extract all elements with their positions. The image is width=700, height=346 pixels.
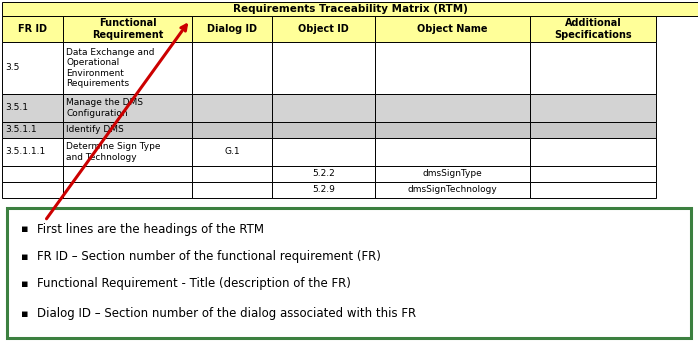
Bar (530, 94, 656, 122)
Text: Manage the DMS
Configuration: Manage the DMS Configuration (66, 98, 144, 118)
Bar (63, 42, 192, 94)
Bar (272, 138, 375, 166)
Text: dmsSignType: dmsSignType (422, 170, 482, 179)
Bar (530, 16, 656, 42)
Text: FR ID: FR ID (18, 24, 47, 34)
Text: FR ID – Section number of the functional requirement (FR): FR ID – Section number of the functional… (37, 250, 381, 263)
Bar (530, 138, 656, 166)
Text: 3.5: 3.5 (5, 64, 20, 73)
Text: dmsSignTechnology: dmsSignTechnology (407, 185, 497, 194)
Text: First lines are the headings of the RTM: First lines are the headings of the RTM (37, 223, 264, 236)
Bar (375, 166, 530, 182)
Bar (2, 16, 63, 42)
Bar (192, 182, 272, 198)
Text: ▪: ▪ (21, 252, 29, 262)
Text: Functional Requirement - Title (description of the FR): Functional Requirement - Title (descript… (37, 277, 351, 290)
Text: 3.5.1.1.1: 3.5.1.1.1 (5, 147, 46, 156)
Text: Dialog ID – Section number of the dialog associated with this FR: Dialog ID – Section number of the dialog… (37, 307, 416, 320)
Bar (63, 94, 192, 122)
Text: Object ID: Object ID (298, 24, 349, 34)
Text: ▪: ▪ (21, 225, 29, 235)
Text: Identify DMS: Identify DMS (66, 126, 124, 135)
Text: 3.5.1.1: 3.5.1.1 (5, 126, 36, 135)
Text: ▪: ▪ (21, 309, 29, 319)
Bar (63, 182, 192, 198)
Bar (272, 42, 375, 94)
Bar (375, 42, 530, 94)
Bar (2, 138, 63, 166)
Text: Additional
Specifications: Additional Specifications (554, 18, 631, 40)
Bar (530, 166, 656, 182)
Text: G.1: G.1 (224, 147, 240, 156)
Text: Requirements Traceability Matrix (RTM): Requirements Traceability Matrix (RTM) (232, 4, 468, 14)
Bar (272, 122, 375, 138)
Bar (63, 138, 192, 166)
Bar (2, 122, 63, 138)
Bar (63, 16, 192, 42)
Bar (192, 138, 272, 166)
Bar (2, 166, 63, 182)
Bar (192, 94, 272, 122)
Bar (192, 42, 272, 94)
Bar (2, 94, 63, 122)
Text: Determine Sign Type
and Technology: Determine Sign Type and Technology (66, 142, 161, 162)
Bar (272, 166, 375, 182)
Bar (530, 42, 656, 94)
Bar (530, 122, 656, 138)
Bar (192, 166, 272, 182)
Text: Dialog ID: Dialog ID (207, 24, 257, 34)
Text: Functional
Requirement: Functional Requirement (92, 18, 163, 40)
Bar (2, 182, 63, 198)
Bar (375, 182, 530, 198)
Bar (272, 16, 375, 42)
Bar (192, 122, 272, 138)
Bar (375, 122, 530, 138)
Bar (63, 166, 192, 182)
Text: 3.5.1: 3.5.1 (5, 103, 28, 112)
Bar (375, 138, 530, 166)
Bar (375, 94, 530, 122)
Bar (375, 16, 530, 42)
Bar (63, 122, 192, 138)
Text: 5.2.2: 5.2.2 (312, 170, 335, 179)
Text: ▪: ▪ (21, 279, 29, 289)
Bar (192, 16, 272, 42)
Bar (530, 182, 656, 198)
Text: 5.2.9: 5.2.9 (312, 185, 335, 194)
Bar (2, 2, 698, 16)
Bar (272, 182, 375, 198)
Text: Object Name: Object Name (417, 24, 488, 34)
Bar (2, 42, 63, 94)
Bar (272, 94, 375, 122)
Text: Data Exchange and
Operational
Environment
Requirements: Data Exchange and Operational Environmen… (66, 48, 155, 88)
